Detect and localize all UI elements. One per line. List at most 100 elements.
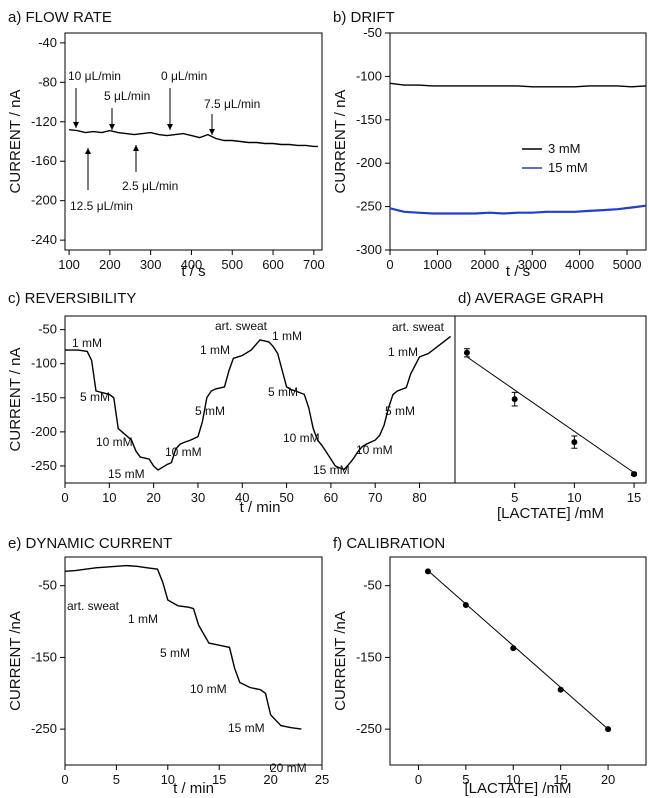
x-tick-label-e: 0 xyxy=(61,772,68,787)
legend-label-0: 3 mM xyxy=(548,141,581,156)
x-axis-label-e: t / min xyxy=(173,780,214,797)
x-tick-label-b: 2000 xyxy=(470,257,499,272)
x-tick-label-e: 5 xyxy=(113,772,120,787)
annotation-e: 20 mM xyxy=(270,761,307,775)
x-tick-label-c: 50 xyxy=(279,490,293,505)
y-tick-label-e: -50 xyxy=(38,578,57,593)
annotation-e: 15 mM xyxy=(228,721,265,735)
x-tick-label-e: 20 xyxy=(263,772,277,787)
annotation-c: 1 mM xyxy=(72,336,102,350)
y-tick-label-a: -120 xyxy=(31,114,57,129)
x-tick-label-b: 3000 xyxy=(518,257,547,272)
x-tick-label-a: 700 xyxy=(303,257,325,272)
y-tick-label-a: -160 xyxy=(31,153,57,168)
legend-label-1: 15 mM xyxy=(548,160,588,175)
y-tick-label-f: -50 xyxy=(363,578,382,593)
series-line-b-0 xyxy=(389,82,647,88)
x-tick-label-a: 300 xyxy=(140,257,162,272)
x-tick-label-c: 80 xyxy=(412,490,426,505)
annotation-c: 15 mM xyxy=(313,463,350,477)
y-tick-label-e: -250 xyxy=(31,721,57,736)
plot-frame-d xyxy=(454,315,647,484)
x-tick-label-e: 10 xyxy=(161,772,175,787)
annotation-e: art. sweat xyxy=(67,599,120,613)
x-tick-label-f: 10 xyxy=(506,772,520,787)
x-tick-label-f: 20 xyxy=(601,772,615,787)
x-tick-label-e: 15 xyxy=(212,772,226,787)
x-tick-label-a: 400 xyxy=(181,257,203,272)
data-point-f xyxy=(605,726,612,733)
y-tick-label-c: -200 xyxy=(31,424,57,439)
arrow-head-icon xyxy=(209,129,215,135)
x-tick-label-a: 500 xyxy=(221,257,243,272)
data-point-f xyxy=(557,686,564,693)
annotation-c: 1 mM xyxy=(200,343,230,357)
y-tick-label-a: -240 xyxy=(31,232,57,247)
data-point-f xyxy=(462,602,469,609)
x-tick-label-d: 10 xyxy=(567,490,581,505)
annotation-a: 12.5 μL/min xyxy=(70,199,133,213)
fit-line-d xyxy=(466,356,635,474)
x-tick-label-e: 25 xyxy=(315,772,329,787)
x-tick-label-c: 30 xyxy=(191,490,205,505)
x-tick-label-d: 5 xyxy=(511,490,518,505)
plot-frame-a xyxy=(64,32,323,251)
annotation-c: 10 mM xyxy=(283,431,320,445)
y-tick-label-a: -40 xyxy=(38,35,57,50)
x-axis-label-d: [LACTATE] /mM xyxy=(497,505,604,522)
annotation-c: 1 mM xyxy=(272,329,302,343)
chart-panel-d: d) AVERAGE GRAPH 5 10 15 [LACTATE] /mM xyxy=(454,290,647,522)
y-axis-label-b: CURRENT / nA xyxy=(332,90,349,194)
series-line-e-0 xyxy=(64,564,302,730)
y-tick-label-c: -100 xyxy=(31,356,57,371)
y-tick-label-b: -100 xyxy=(356,68,382,83)
y-tick-label-c: -50 xyxy=(38,322,57,337)
chart-panel-f: f) CALIBRATION 0 5 10 15 20 -50 -150 -250 [LACTAT… xyxy=(332,535,647,797)
data-point-d xyxy=(631,471,638,478)
chart-title-a: a) FLOW RATE xyxy=(8,9,112,26)
chart-panel-e: e) DYNAMIC CURRENT 0 5 10 15 20 25 -50 -150 -250 t… xyxy=(7,535,329,797)
annotation-c: 15 mM xyxy=(108,467,145,481)
annotation-a: 2.5 μL/min xyxy=(122,179,178,193)
plot-frame-c xyxy=(64,315,456,484)
chart-title-e: e) DYNAMIC CURRENT xyxy=(8,535,172,552)
x-axis-label-a: t / s xyxy=(181,263,205,280)
x-tick-label-a: 100 xyxy=(58,257,80,272)
y-axis-label-e: CURRENT /nA xyxy=(7,611,24,711)
x-tick-label-b: 1000 xyxy=(423,257,452,272)
data-point-d xyxy=(511,396,518,403)
annotation-c: 10 mM xyxy=(356,443,393,457)
annotation-c: art. sweat xyxy=(215,319,268,333)
data-point-d xyxy=(463,349,470,356)
x-axis-label-b: t / s xyxy=(506,263,530,280)
y-tick-label-b: -250 xyxy=(356,199,382,214)
annotation-e: 5 mM xyxy=(160,646,190,660)
y-tick-label-b: -300 xyxy=(356,242,382,257)
arrow-head-icon xyxy=(85,148,91,154)
x-tick-label-c: 40 xyxy=(235,490,249,505)
series-line-a-0 xyxy=(69,129,318,148)
plot-frame-e xyxy=(64,556,323,766)
plot-frame-f xyxy=(389,556,647,766)
y-tick-label-a: -80 xyxy=(38,74,57,89)
fit-line-f xyxy=(427,570,609,730)
y-axis-label-c: CURRENT / nA xyxy=(7,348,24,452)
annotation-c: 10 mM xyxy=(96,435,133,449)
x-tick-label-f: 5 xyxy=(462,772,469,787)
y-tick-label-f: -150 xyxy=(356,649,382,664)
x-tick-label-b: 5000 xyxy=(613,257,642,272)
x-axis-label-c: t / min xyxy=(240,499,281,516)
annotation-c: 1 mM xyxy=(388,345,418,359)
annotation-c: 10 mM xyxy=(165,445,202,459)
y-tick-label-b: -50 xyxy=(363,25,382,40)
annotation-c: art. sweat xyxy=(392,320,445,334)
y-tick-label-c: -150 xyxy=(31,390,57,405)
y-tick-label-f: -250 xyxy=(356,721,382,736)
x-tick-label-f: 15 xyxy=(553,772,567,787)
annotation-e: 10 mM xyxy=(190,682,227,696)
y-tick-label-c: -250 xyxy=(31,458,57,473)
y-tick-label-b: -150 xyxy=(356,112,382,127)
x-tick-label-f: 0 xyxy=(415,772,422,787)
annotation-c: 5 mM xyxy=(385,404,415,418)
annotation-c: 5 mM xyxy=(268,385,298,399)
